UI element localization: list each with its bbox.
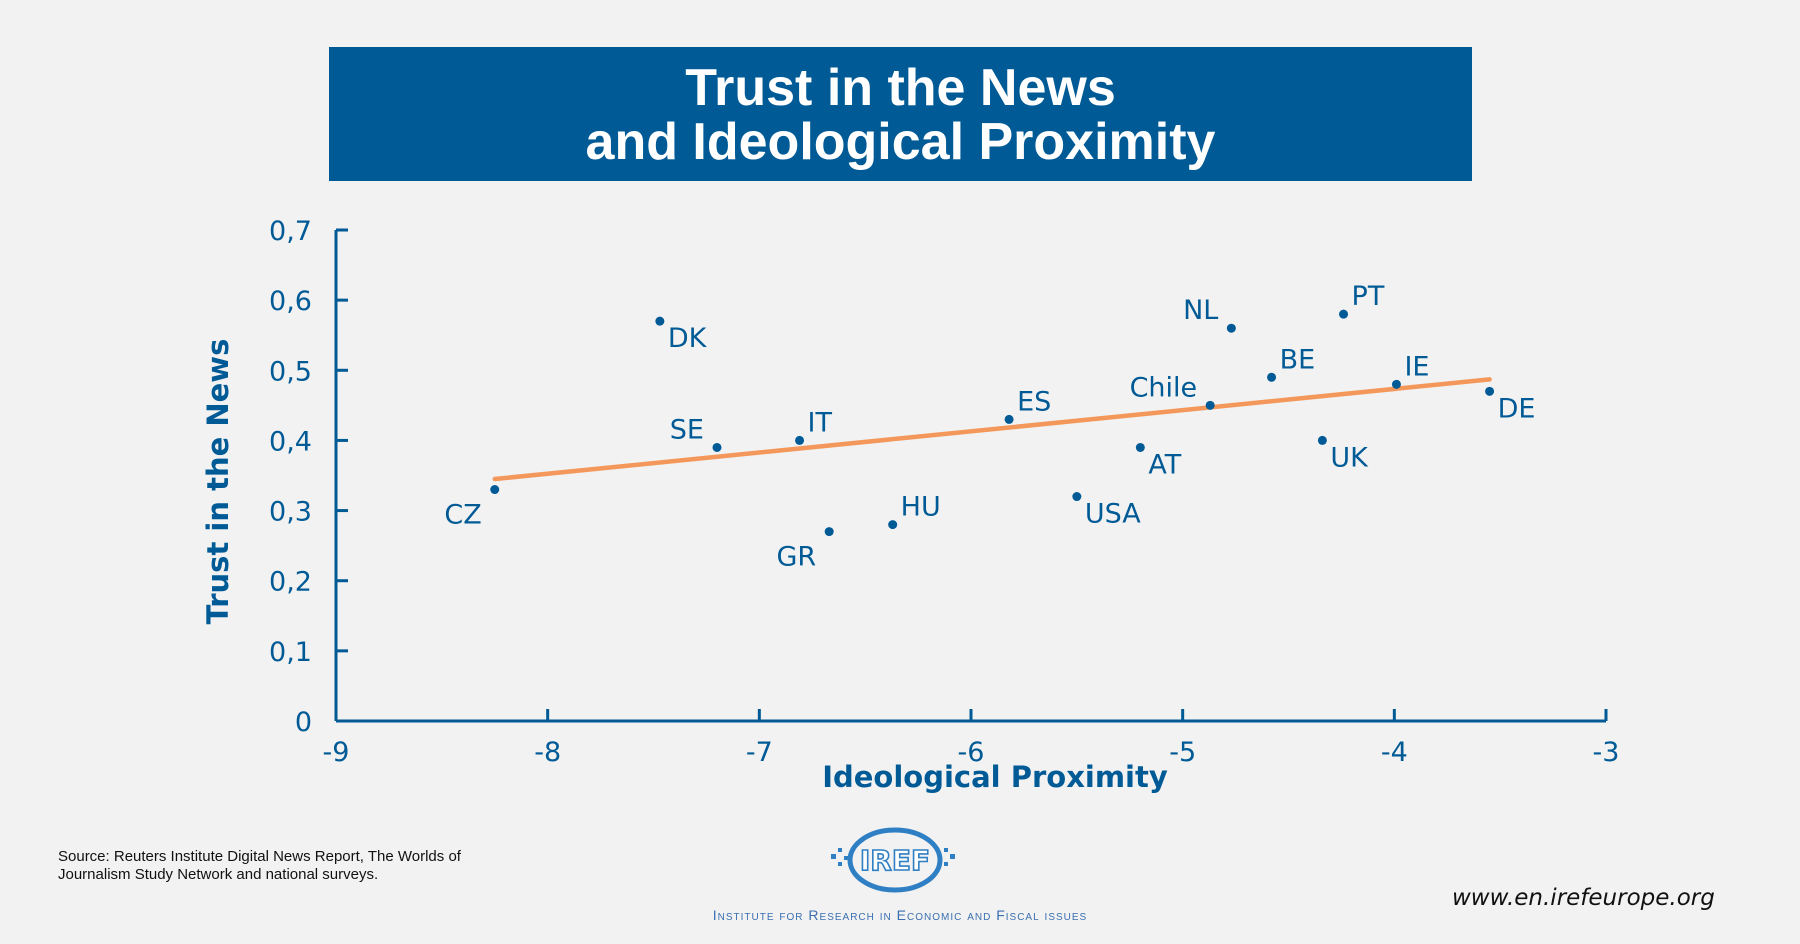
data-point-label: DK (668, 323, 708, 354)
data-point (795, 435, 805, 445)
x-axis-title: Ideological Proximity (822, 760, 1168, 794)
data-point (1267, 372, 1277, 382)
data-point-label: SE (670, 414, 704, 445)
data-point-label: CZ (444, 500, 481, 531)
iref-logo: IREF (825, 820, 965, 900)
data-point (1391, 379, 1401, 389)
website-url: www.en.irefeurope.org (1452, 885, 1715, 911)
data-point-label: PT (1352, 281, 1385, 312)
logo-text: IREF (860, 844, 930, 877)
data-point (655, 316, 665, 326)
x-tick-label: -8 (534, 737, 561, 768)
y-tick-label: 0,6 (269, 286, 312, 317)
data-point (490, 485, 500, 495)
data-point (1226, 323, 1236, 333)
data-point (1339, 309, 1349, 319)
data-point (712, 442, 722, 452)
data-point-label: AT (1148, 449, 1181, 480)
logo-icon: IREF (831, 827, 955, 893)
x-tick-label: -6 (958, 737, 985, 768)
y-tick-label: 0,7 (269, 216, 312, 247)
data-point (1485, 386, 1495, 396)
data-point (1135, 442, 1145, 452)
data-point (1205, 400, 1215, 410)
data-point (824, 527, 834, 537)
x-tick-label: -5 (1169, 737, 1196, 768)
data-point (1317, 435, 1327, 445)
data-point-label: HU (901, 492, 941, 523)
data-point-label: USA (1085, 499, 1141, 530)
data-point (1004, 414, 1014, 424)
y-tick-label: 0,5 (269, 356, 312, 387)
y-tick-label: 0,1 (269, 637, 312, 668)
data-point-label: Chile (1130, 372, 1198, 403)
y-tick-label: 0,2 (269, 567, 312, 598)
data-point-label: GR (776, 542, 816, 573)
source-note: Source: Reuters Institute Digital News R… (58, 848, 461, 883)
data-point-label: ES (1017, 386, 1051, 417)
data-point-label: IE (1404, 351, 1429, 382)
institute-name: Institute for Research in Economic and F… (712, 907, 1088, 923)
x-axis-ticks: -9 -8 -7 -6 -5 -4 -3 (323, 709, 1620, 768)
chart-title-banner: Trust in the News and Ideological Proxim… (329, 47, 1472, 181)
y-tick-label: 0,4 (269, 426, 312, 457)
data-point-label: BE (1280, 344, 1316, 375)
x-tick-label: -9 (323, 737, 350, 768)
x-tick-label: -3 (1593, 737, 1620, 768)
data-point (1072, 492, 1082, 502)
data-point-label: DE (1498, 393, 1536, 424)
y-axis-ticks: 0 0,1 0,2 0,3 0,4 0,5 0,6 0,7 (269, 216, 348, 738)
trendline (492, 377, 1492, 482)
trendline-group (492, 377, 1492, 482)
data-point (888, 520, 898, 530)
data-point-label: NL (1183, 295, 1218, 326)
y-tick-label: 0,3 (269, 497, 312, 528)
data-point-label: UK (1330, 442, 1369, 473)
y-tick-label: 0 (295, 707, 312, 738)
x-tick-label: -4 (1381, 737, 1408, 768)
chart-title-line2: and Ideological Proximity (585, 113, 1216, 171)
chart-title-line1: Trust in the News (685, 59, 1116, 117)
x-tick-label: -7 (746, 737, 773, 768)
y-axis-title: Trust in the News (201, 339, 235, 625)
data-point-label: IT (808, 407, 833, 438)
